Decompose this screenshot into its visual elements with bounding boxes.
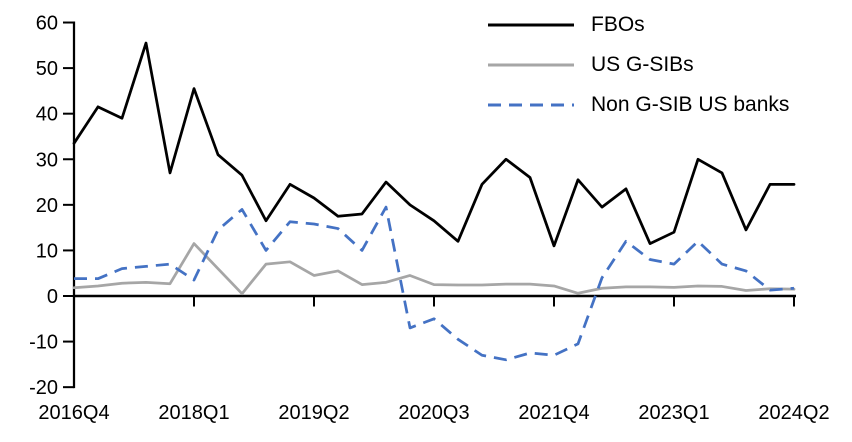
y-axis-tick-label: 0	[47, 286, 58, 308]
us-gsibs-line-sample-icon	[488, 63, 574, 66]
y-axis-tick-label: 40	[36, 104, 58, 126]
x-axis-tick-label: 2020Q3	[398, 402, 469, 424]
x-axis-tick-label: 2023Q1	[638, 402, 709, 424]
legend-item-fbos: FBOs	[488, 10, 789, 39]
x-axis-tick-label: 2016Q4	[38, 402, 109, 424]
y-axis-tick-label: -10	[29, 332, 58, 354]
legend-label-non-gsib-us-banks: Non G-SIB US banks	[591, 92, 790, 116]
legend-item-us-gsibs: US G-SIBs	[488, 50, 789, 79]
axes: 60 50 40 30 20 10 0 -10 -20 2016Q4 2018Q1 2019Q2 202…	[29, 13, 829, 424]
series-line-us-g-sibs	[72, 242, 796, 296]
legend: FBOs US G-SIBs Non G-SIB US banks	[488, 10, 789, 119]
y-axis-tick-label: 20	[36, 195, 58, 217]
legend-item-non-gsib-us-banks: Non G-SIB US banks	[488, 90, 789, 119]
series-line-non-g-sib-us-banks	[74, 205, 795, 362]
x-axis-tick-label: 2024Q2	[758, 402, 829, 424]
y-axis-tick-label: 50	[36, 58, 58, 80]
legend-label-fbos: FBOs	[591, 12, 645, 36]
x-axis-tick-label: 2018Q1	[158, 402, 229, 424]
fbos-line-sample-icon	[488, 23, 574, 26]
series	[72, 41, 796, 362]
x-axis-tick-label: 2019Q2	[278, 402, 349, 424]
y-axis-tick-label: -20	[29, 377, 58, 399]
series-line-fbos	[72, 41, 796, 248]
y-axis-tick-label: 10	[36, 240, 58, 262]
non-gsib-us-banks-line-sample-icon	[488, 103, 574, 106]
y-axis-tick-label: 30	[36, 149, 58, 171]
legend-label-us-gsibs: US G-SIBs	[591, 52, 694, 76]
x-axis-tick-label: 2021Q4	[518, 402, 589, 424]
y-axis-tick-label: 60	[36, 13, 58, 35]
